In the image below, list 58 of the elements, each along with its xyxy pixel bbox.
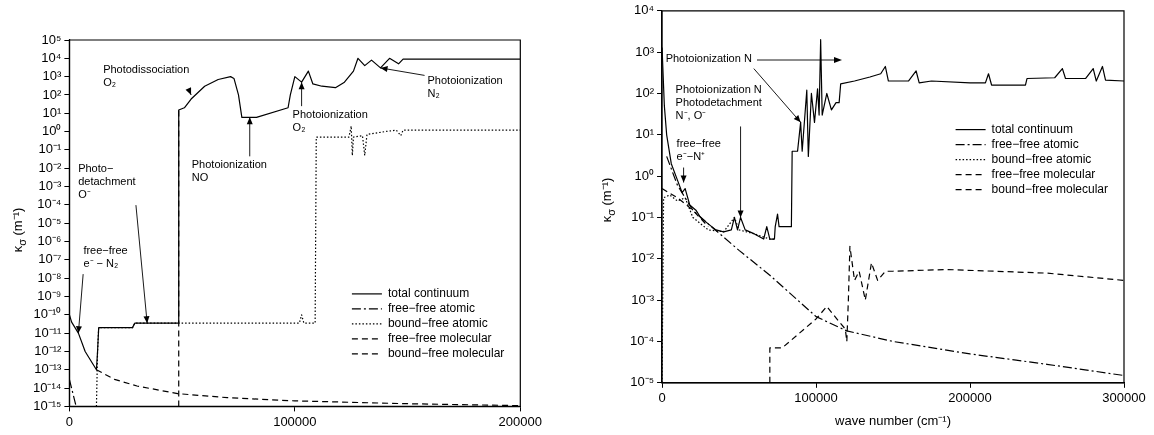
legend-label: bound−free atomic (387, 316, 488, 331)
y-tick-label: 10⁵ (41, 31, 62, 47)
y-tick-label: 10⁻⁴ (37, 196, 62, 212)
y-tick-label: 10⁻² (38, 159, 63, 175)
annotation: free−free e⁻ − N₂ (83, 243, 128, 269)
annotation: Photo− detachment O⁻ (78, 161, 136, 200)
x-tick-label: 0 (658, 390, 666, 406)
annotation: Photoionization N Photodetachment N⁻, O⁻ (675, 83, 762, 121)
annotation: Photodissociation O₂ (103, 63, 190, 89)
y-tick-label: 10⁰ (634, 167, 655, 183)
x-tick-label: 200000 (498, 413, 543, 429)
annotation: free−free e⁻−N⁺ (676, 137, 721, 163)
y-tick-label: 10⁻⁶ (37, 233, 62, 249)
legend-label: bound−free atomic (991, 151, 1092, 166)
y-tick-label: 10⁻¹⁰ (33, 306, 62, 322)
x-tick-label: 100000 (794, 390, 838, 406)
y-tick-label: 10² (42, 86, 63, 102)
annotation: Photoionization N₂ (427, 74, 503, 100)
legend-label: free−free atomic (387, 301, 475, 316)
legend-label: free−free molecular (387, 331, 492, 346)
legend-label: total continuum (387, 286, 470, 301)
y-tick-label: 10⁴ (41, 49, 62, 65)
x-tick-label: 300000 (1102, 390, 1146, 406)
legend-label: total continuum (991, 121, 1073, 136)
x-tick-label: 200000 (948, 390, 992, 406)
annotation: Photoionization NO (191, 157, 267, 183)
y-tick-label: 10³ (42, 68, 63, 84)
y-tick-label: 10⁻⁸ (37, 269, 62, 285)
y-tick-label: 10⁻³ (38, 178, 63, 194)
y-tick-label: 10² (635, 85, 655, 101)
y-tick-label: 10⁴ (634, 2, 655, 18)
y-tick-label: 10⁻¹⁴ (33, 379, 62, 395)
legend-label: free−free atomic (991, 136, 1079, 151)
y-tick-label: 10⁻³ (631, 291, 655, 307)
y-tick-label: 10³ (635, 43, 655, 59)
y-tick-label: 10⁻¹⁵ (33, 397, 62, 413)
y-tick-label: 10⁻⁹ (37, 288, 62, 304)
y-tick-label: 10⁻¹² (34, 343, 63, 359)
y-tick-label: 10⁻⁴ (630, 333, 655, 349)
x-tick-label: 100000 (273, 413, 317, 429)
y-tick-label: 10¹ (42, 104, 63, 120)
y-tick-label: 10¹ (635, 126, 655, 142)
x-axis-title: wave number (cm⁻¹) (834, 412, 952, 428)
y-tick-label: 10⁻¹ (631, 209, 655, 225)
y-tick-label: 10⁻⁵ (630, 374, 655, 390)
y-tick-label: 10⁻² (631, 250, 655, 266)
y-tick-label: 10⁻¹ (38, 141, 63, 157)
x-tick-label: 0 (65, 413, 73, 429)
annotation: Photoionization O₂ (292, 107, 368, 133)
legend-label: bound−free molecular (991, 181, 1109, 196)
y-tick-label: 10⁻⁵ (37, 214, 62, 230)
annotation: Photoionization N (665, 51, 752, 64)
y-tick-label: 10⁻⁷ (38, 251, 62, 267)
y-tick-label: 10⁻¹³ (34, 361, 63, 377)
legend-label: bound−free molecular (387, 346, 505, 361)
y-tick-label: 10⁻¹¹ (34, 324, 63, 340)
legend-label: free−free molecular (991, 166, 1096, 181)
y-tick-label: 10⁰ (41, 123, 62, 139)
